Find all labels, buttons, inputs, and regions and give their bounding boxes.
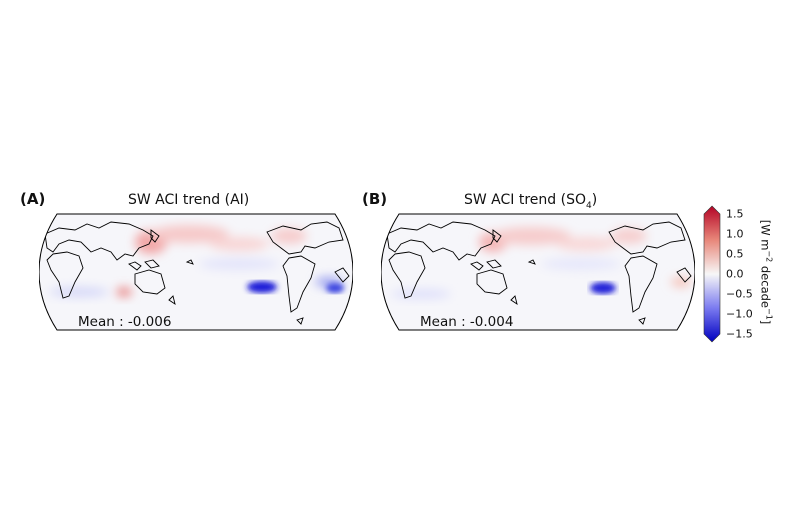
coastline xyxy=(150,229,160,243)
coastline xyxy=(486,259,502,269)
anomaly-positive xyxy=(149,225,229,243)
colorbar-label-sup1: −2 xyxy=(764,250,774,263)
map-border xyxy=(381,213,695,331)
coastline xyxy=(296,317,304,325)
colorbar-label-c: ] xyxy=(758,319,773,325)
coastline xyxy=(134,269,166,295)
anomaly-negative xyxy=(199,258,279,270)
colorbar: 1.5 1.0 0.5 0.0 −0.5 −1.0 −1.5 [W m−2 de… xyxy=(700,204,800,344)
colorbar-tick: −0.5 xyxy=(726,287,753,301)
colorbar-label-sup2: −1 xyxy=(764,308,774,320)
colorbar-label-a: [W m xyxy=(758,219,773,251)
anomaly-positive xyxy=(491,227,571,245)
coastline xyxy=(608,221,686,255)
coastline xyxy=(282,255,316,313)
coastline xyxy=(624,255,658,313)
colorbar-gradient xyxy=(703,205,721,343)
colorbar-tick: −1.0 xyxy=(726,307,753,321)
coastline xyxy=(638,317,646,325)
panel-title-main: SW ACI trend (SO xyxy=(464,192,586,208)
anomaly-negative xyxy=(590,282,616,294)
panel-a: (A) SW ACI trend (AI) xyxy=(20,186,353,336)
colorbar-label: [W m−2 decade−1] xyxy=(759,220,774,325)
panel-title: SW ACI trend (SO4) xyxy=(464,192,597,211)
anomaly-positive xyxy=(209,237,269,251)
coastline xyxy=(44,221,154,261)
anomaly-positive xyxy=(271,228,307,244)
world-map xyxy=(39,213,353,331)
anomaly-positive xyxy=(116,287,132,297)
coastline xyxy=(266,221,344,255)
coastline xyxy=(676,267,692,283)
coastline xyxy=(476,269,508,295)
anomaly-negative xyxy=(49,287,109,297)
coastline xyxy=(470,261,484,271)
panel-letter: (B) xyxy=(362,190,388,208)
coastline xyxy=(386,221,496,261)
coastline xyxy=(334,267,350,283)
coastline xyxy=(388,251,426,299)
panel-letter: (A) xyxy=(20,190,46,208)
coastline xyxy=(492,229,502,243)
coastline xyxy=(168,295,176,306)
panel-title: SW ACI trend (AI) xyxy=(128,192,250,208)
panel-title-close: ) xyxy=(591,192,598,208)
mean-label: Mean : -0.006 xyxy=(78,314,172,330)
panel-title-subscript: 4 xyxy=(586,200,592,211)
colorbar-tick: 1.5 xyxy=(726,207,744,221)
coastline xyxy=(46,251,84,299)
anomaly-positive xyxy=(671,277,691,287)
coastline xyxy=(128,261,142,271)
coastline xyxy=(185,259,194,265)
mean-label: Mean : -0.004 xyxy=(420,314,514,330)
colorbar-tick: 0.0 xyxy=(726,267,744,281)
panel-b: (B) SW ACI trend (SO4) xyxy=(362,186,695,336)
anomaly-negative xyxy=(541,258,621,270)
coastline xyxy=(510,295,518,306)
anomaly-positive xyxy=(556,237,616,251)
colorbar-tick: −1.5 xyxy=(726,327,753,341)
anomaly-negative xyxy=(326,283,344,293)
anomaly-positive xyxy=(611,228,647,244)
map-border xyxy=(39,213,353,331)
colorbar-label-b: decade xyxy=(758,262,773,308)
anomaly-negative xyxy=(391,289,451,299)
colorbar-tick: 0.5 xyxy=(726,247,744,261)
world-map xyxy=(381,213,695,331)
coastline xyxy=(144,259,160,269)
coastline xyxy=(527,259,536,265)
colorbar-tick: 1.0 xyxy=(726,227,744,241)
anomaly-negative xyxy=(247,281,277,293)
